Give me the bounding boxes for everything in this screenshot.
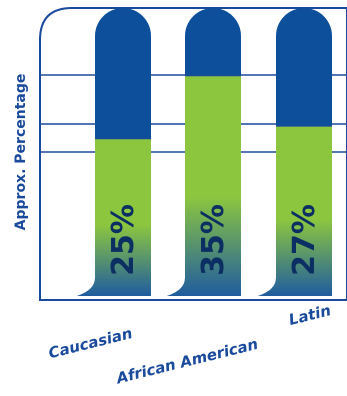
chart-frame xyxy=(39,7,347,301)
category-label: African American xyxy=(114,335,260,388)
category-label: Latin xyxy=(287,301,333,329)
bar-value xyxy=(167,75,241,296)
bar-value xyxy=(77,138,151,296)
bar-value-label: 27% xyxy=(287,204,322,276)
category-label: Caucasian xyxy=(47,324,135,362)
bar-value-label: 35% xyxy=(196,204,231,276)
bars-group: 25% 35% 27% xyxy=(77,8,332,297)
bar-value xyxy=(258,125,332,297)
y-axis-label: Approx. Percentage xyxy=(13,74,29,231)
bar-value-label: 25% xyxy=(106,204,141,276)
